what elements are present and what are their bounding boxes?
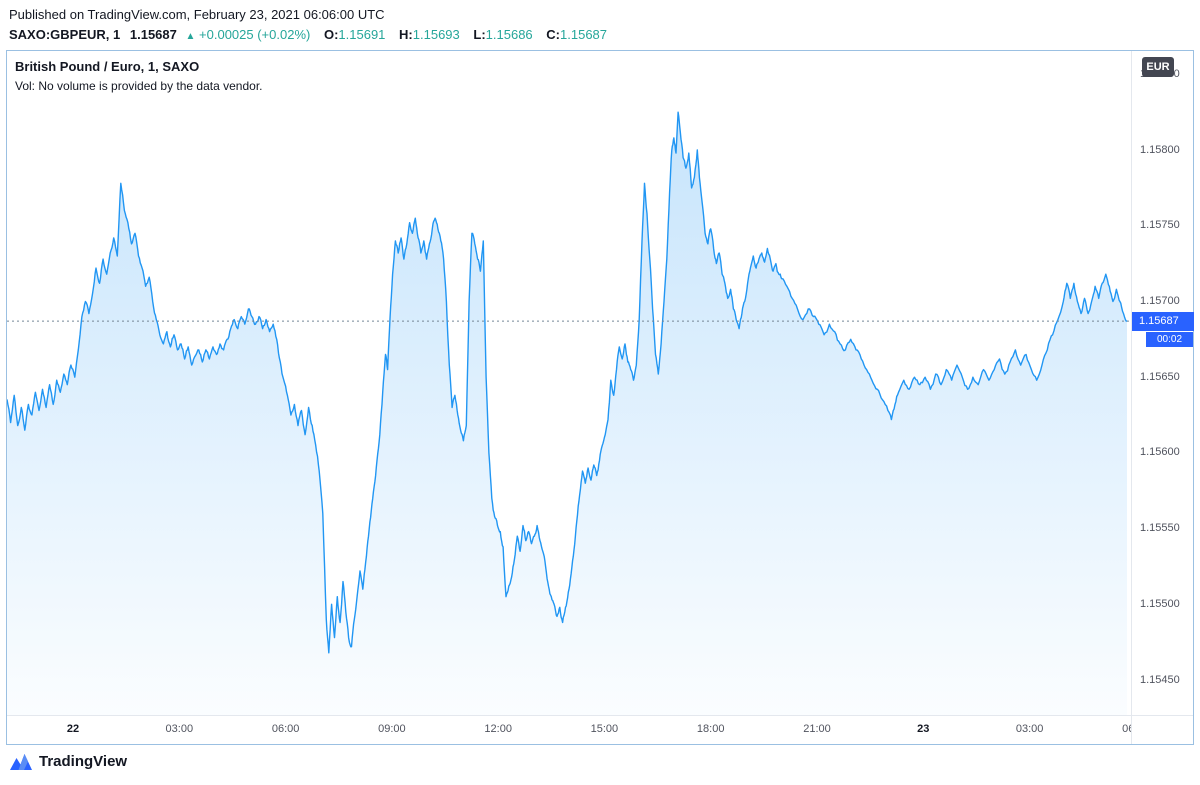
time-tick-label: 03:00 xyxy=(1015,723,1044,735)
last-price-badge: 1.15687 xyxy=(1132,311,1194,331)
currency-badge: EUR xyxy=(1142,57,1174,77)
time-tick-label: 03:00 xyxy=(165,723,194,735)
open-value: 1.15691 xyxy=(338,27,386,42)
bar-countdown-badge: 00:02 xyxy=(1146,331,1193,347)
time-tick-label: 09:00 xyxy=(378,723,406,735)
high-value: 1.15693 xyxy=(412,27,460,42)
time-tick-label: 22 xyxy=(66,723,80,735)
price-tick-label: 1.15550 xyxy=(1140,522,1180,535)
header-last-price: 1.15687 xyxy=(129,27,177,42)
price-line xyxy=(7,111,1128,654)
price-tick-label: 1.15750 xyxy=(1140,219,1180,232)
brand-name: TradingView xyxy=(39,753,128,770)
symbol-header: SAXO:GBPEUR, 1 1.15687 ▲ +0.00025 (+0.02… xyxy=(9,27,607,42)
pane-legend: British Pound / Euro, 1, SAXO Vol: No vo… xyxy=(15,59,262,93)
close-value: 1.15687 xyxy=(560,27,608,42)
time-axis[interactable]: 22 03:00 06:00 09:00 12:00 15:00 18:00 21:00 23 0… xyxy=(7,715,1131,744)
price-change: +0.00025 (+0.02%) xyxy=(199,27,311,42)
volume-status-text: Vol: No volume is provided by the data v… xyxy=(15,79,263,93)
price-axis[interactable]: EUR 1.15687 00:02 1.158501.158001.157501… xyxy=(1131,51,1194,715)
price-tick-label: 1.15650 xyxy=(1140,370,1180,383)
published-line: Published on TradingView.com, February 2… xyxy=(9,7,385,22)
area-fill xyxy=(7,112,1128,715)
chart-frame: British Pound / Euro, 1, SAXO Vol: No vo… xyxy=(6,50,1194,745)
price-chart-plot[interactable] xyxy=(7,51,1131,715)
axis-corner xyxy=(1131,715,1193,744)
close-label: C: xyxy=(546,27,561,42)
symbol-name: SAXO:GBPEUR, 1 xyxy=(9,27,121,42)
high-label: H: xyxy=(399,27,413,42)
chart-title[interactable]: British Pound / Euro, 1, SAXO xyxy=(15,59,200,74)
time-tick-label: 06:00 xyxy=(271,723,300,735)
time-tick-label: 23 xyxy=(917,723,930,735)
time-tick-label: 12:00 xyxy=(484,723,512,735)
price-tick-label: 1.15800 xyxy=(1140,143,1180,156)
time-tick-label: 18:00 xyxy=(696,723,725,735)
time-tick-label: 15:00 xyxy=(590,723,619,735)
up-arrow-icon: ▲ xyxy=(185,31,196,42)
time-tick-label: 06:00 xyxy=(1122,723,1131,735)
time-tick-label: 21:00 xyxy=(803,723,831,735)
price-tick-label: 1.15700 xyxy=(1140,295,1180,307)
price-tick-label: 1.15450 xyxy=(1140,673,1180,686)
low-value: 1.15686 xyxy=(485,27,533,42)
tradingview-logo-icon xyxy=(10,753,32,770)
tradingview-branding[interactable]: TradingView xyxy=(10,753,127,770)
low-label: L: xyxy=(473,27,486,42)
open-label: O: xyxy=(323,27,339,42)
price-tick-label: 1.15500 xyxy=(1140,597,1180,610)
price-tick-label: 1.15600 xyxy=(1140,446,1180,459)
